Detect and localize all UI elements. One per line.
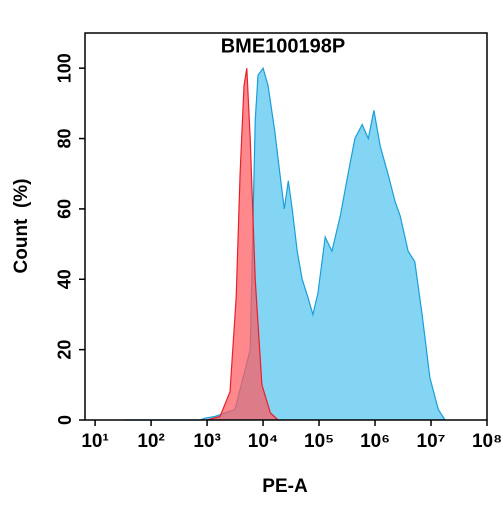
series-area — [207, 68, 279, 420]
y-tick-label: 20 — [55, 340, 75, 360]
x-tick-label: 10⁸ — [472, 431, 502, 452]
x-tick-label: 10⁴ — [248, 431, 279, 452]
x-tick-label: 10³ — [193, 431, 220, 452]
y-tick-label: 60 — [55, 199, 75, 219]
x-tick-label: 10¹ — [81, 431, 108, 452]
y-tick-label: 100 — [55, 53, 75, 83]
x-tick-label: 10⁶ — [360, 431, 390, 452]
chart-title: BME100198P — [221, 35, 346, 57]
plot-frame — [84, 32, 488, 421]
y-tick-label: 40 — [55, 269, 75, 289]
series-line — [206, 68, 279, 421]
series-line — [123, 66, 446, 421]
x-axis-label: PE-A — [262, 476, 308, 497]
plot-area — [123, 66, 446, 421]
y-tick-label: 0 — [55, 415, 75, 425]
series-area — [123, 68, 446, 420]
x-tick-label: 10⁵ — [304, 431, 334, 452]
x-tick-label: 10⁷ — [417, 431, 446, 452]
x-tick-label: 10² — [137, 431, 164, 452]
y-tick-label: 80 — [55, 129, 75, 149]
y-axis-label: Count (%) — [11, 179, 32, 274]
